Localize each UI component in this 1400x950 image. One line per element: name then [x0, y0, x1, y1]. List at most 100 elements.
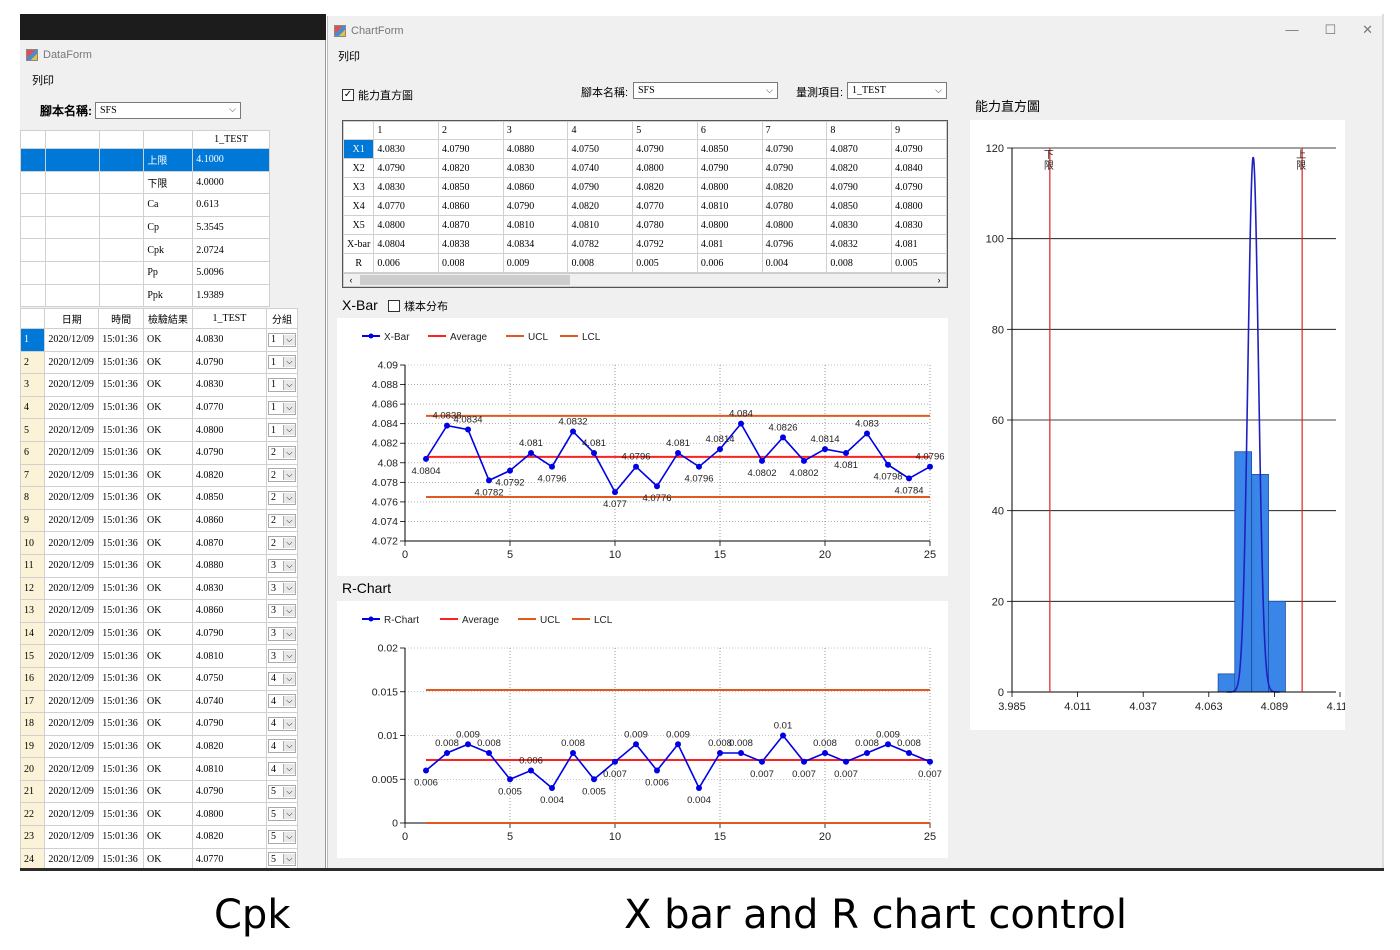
- group-combo[interactable]: 5 ⌵: [267, 829, 296, 844]
- group-cell[interactable]: 2 ⌵: [265, 508, 299, 533]
- checkbox-unchecked-icon[interactable]: [388, 300, 400, 312]
- row-number[interactable]: 14: [19, 621, 46, 646]
- group-combo[interactable]: 4 ⌵: [267, 694, 296, 709]
- row-number[interactable]: 24: [19, 847, 46, 872]
- subgroup-col-header[interactable]: 9: [891, 121, 947, 140]
- group-combo[interactable]: 2 ⌵: [267, 445, 296, 460]
- subgroup-row-label[interactable]: X5: [342, 215, 375, 235]
- header-test[interactable]: 1_TEST: [191, 308, 267, 329]
- group-combo[interactable]: 2 ⌵: [267, 513, 296, 528]
- stats-row[interactable]: Pp 5.0096: [20, 260, 270, 285]
- group-cell[interactable]: 4 ⌵: [265, 734, 299, 759]
- subgroup-row[interactable]: X-bar 4.0804 4.0838 4.0834 4.0782 4.0792 4.081…: [342, 234, 947, 254]
- group-cell[interactable]: 2 ⌵: [265, 531, 299, 555]
- row-number[interactable]: 17: [19, 689, 46, 714]
- subgroup-row[interactable]: X4 4.0770 4.0860 4.0790 4.0820 4.0770 4.0810 4.…: [342, 196, 947, 216]
- group-combo[interactable]: 5 ⌵: [267, 807, 296, 822]
- group-combo[interactable]: 5 ⌵: [267, 852, 296, 867]
- group-cell[interactable]: 1 ⌵: [265, 350, 299, 375]
- close-icon[interactable]: ✕: [1362, 22, 1373, 37]
- group-combo[interactable]: 3 ⌵: [267, 581, 296, 596]
- row-number[interactable]: 9: [19, 508, 46, 533]
- group-cell[interactable]: 1 ⌵: [265, 418, 299, 442]
- row-number[interactable]: 18: [19, 712, 46, 736]
- group-combo[interactable]: 4 ⌵: [267, 762, 296, 777]
- subgroup-row-label[interactable]: X4: [342, 196, 375, 216]
- group-cell[interactable]: 2 ⌵: [265, 440, 299, 465]
- table-row[interactable]: 10 2020/12/09 15:01:36 OK 4.0870 2 ⌵: [19, 531, 299, 555]
- maximize-icon[interactable]: ☐: [1324, 22, 1337, 37]
- stats-row[interactable]: 上限 4.1000: [20, 148, 270, 172]
- stats-row[interactable]: 下限 4.0000: [20, 170, 270, 195]
- subgroup-col-header[interactable]: 6: [696, 121, 763, 140]
- group-cell[interactable]: 3 ⌵: [265, 644, 299, 668]
- row-number[interactable]: 10: [19, 531, 46, 555]
- table-row[interactable]: 5 2020/12/09 15:01:36 OK 4.0800 1 ⌵: [19, 418, 299, 442]
- group-cell[interactable]: 3 ⌵: [265, 621, 299, 646]
- row-number[interactable]: 3: [19, 373, 46, 397]
- table-row[interactable]: 14 2020/12/09 15:01:36 OK 4.0790 3 ⌵: [19, 621, 299, 646]
- script-combo[interactable]: SFS ⌵: [633, 82, 778, 99]
- group-combo[interactable]: 4 ⌵: [267, 716, 296, 731]
- group-combo[interactable]: 4 ⌵: [267, 671, 296, 686]
- group-cell[interactable]: 4 ⌵: [265, 666, 299, 691]
- group-combo[interactable]: 5 ⌵: [267, 784, 296, 799]
- table-row[interactable]: 16 2020/12/09 15:01:36 OK 4.0750 4 ⌵: [19, 666, 299, 691]
- row-number[interactable]: 1: [19, 328, 46, 352]
- subgroup-row[interactable]: X1 4.0830 4.0790 4.0880 4.0750 4.0790 4.0850 4.…: [342, 139, 947, 159]
- table-row[interactable]: 21 2020/12/09 15:01:36 OK 4.0790 5 ⌵: [19, 779, 299, 804]
- group-combo[interactable]: 1 ⌵: [267, 423, 296, 438]
- row-number[interactable]: 4: [19, 395, 46, 420]
- horizontal-scrollbar[interactable]: ‹ ›: [343, 273, 947, 287]
- stats-row[interactable]: Cpk 2.0724: [20, 238, 270, 262]
- table-row[interactable]: 17 2020/12/09 15:01:36 OK 4.0740 4 ⌵: [19, 689, 299, 714]
- row-number[interactable]: 5: [19, 418, 46, 442]
- subgroup-col-header[interactable]: 3: [502, 121, 569, 140]
- table-row[interactable]: 23 2020/12/09 15:01:36 OK 4.0820 5 ⌵: [19, 825, 299, 849]
- subgroup-col-header[interactable]: 5: [632, 121, 698, 140]
- table-row[interactable]: 12 2020/12/09 15:01:36 OK 4.0830 3 ⌵: [19, 576, 299, 601]
- stats-value[interactable]: 5.0096: [192, 260, 270, 285]
- stats-value[interactable]: 1.9389: [192, 283, 270, 308]
- row-number[interactable]: 11: [19, 553, 46, 578]
- item-combo[interactable]: 1_TEST ⌵: [847, 82, 947, 99]
- subgroup-row-label[interactable]: X-bar: [342, 234, 375, 254]
- subgroup-col-header[interactable]: 2: [438, 121, 504, 140]
- stats-value[interactable]: 2.0724: [192, 238, 270, 262]
- stats-value[interactable]: 4.1000: [192, 148, 270, 172]
- group-cell[interactable]: 4 ⌵: [265, 712, 299, 736]
- group-combo[interactable]: 3 ⌵: [267, 603, 296, 618]
- table-row[interactable]: 22 2020/12/09 15:01:36 OK 4.0800 5 ⌵: [19, 802, 299, 827]
- table-row[interactable]: 19 2020/12/09 15:01:36 OK 4.0820 4 ⌵: [19, 734, 299, 759]
- group-combo[interactable]: 1 ⌵: [267, 355, 296, 370]
- row-number[interactable]: 19: [19, 734, 46, 759]
- group-cell[interactable]: 5 ⌵: [265, 825, 299, 849]
- group-cell[interactable]: 5 ⌵: [265, 779, 299, 804]
- group-cell[interactable]: 3 ⌵: [265, 599, 299, 623]
- row-number[interactable]: 20: [19, 757, 46, 781]
- group-combo[interactable]: 1 ⌵: [267, 332, 296, 347]
- table-row[interactable]: 13 2020/12/09 15:01:36 OK 4.0860 3 ⌵: [19, 599, 299, 623]
- scroll-right-icon[interactable]: ›: [937, 275, 941, 285]
- subgroup-col-header[interactable]: 4: [567, 121, 634, 140]
- subgroup-row-label[interactable]: X2: [342, 158, 375, 178]
- group-cell[interactable]: 4 ⌵: [265, 689, 299, 714]
- sample-dist-checkbox[interactable]: 樣本分布: [388, 298, 448, 317]
- row-number[interactable]: 13: [19, 599, 46, 623]
- header-group[interactable]: 分組: [265, 308, 299, 329]
- stats-row[interactable]: Ppk 1.9389: [20, 283, 270, 308]
- subgroup-row-label[interactable]: X1: [342, 139, 375, 159]
- group-cell[interactable]: 3 ⌵: [265, 553, 299, 578]
- row-number[interactable]: 6: [19, 440, 46, 465]
- scroll-thumb[interactable]: [360, 275, 570, 285]
- table-row[interactable]: 2 2020/12/09 15:01:36 OK 4.0790 1 ⌵: [19, 350, 299, 375]
- group-combo[interactable]: 3 ⌵: [267, 558, 296, 573]
- row-number[interactable]: 7: [19, 463, 46, 488]
- subgroup-row[interactable]: X3 4.0830 4.0850 4.0860 4.0790 4.0820 4.0800 4.…: [342, 177, 947, 197]
- group-combo[interactable]: 4 ⌵: [267, 739, 296, 754]
- group-cell[interactable]: 1 ⌵: [265, 328, 299, 352]
- group-cell[interactable]: 2 ⌵: [265, 486, 299, 510]
- table-row[interactable]: 3 2020/12/09 15:01:36 OK 4.0830 1 ⌵: [19, 373, 299, 397]
- table-row[interactable]: 4 2020/12/09 15:01:36 OK 4.0770 1 ⌵: [19, 395, 299, 420]
- group-cell[interactable]: 1 ⌵: [265, 373, 299, 397]
